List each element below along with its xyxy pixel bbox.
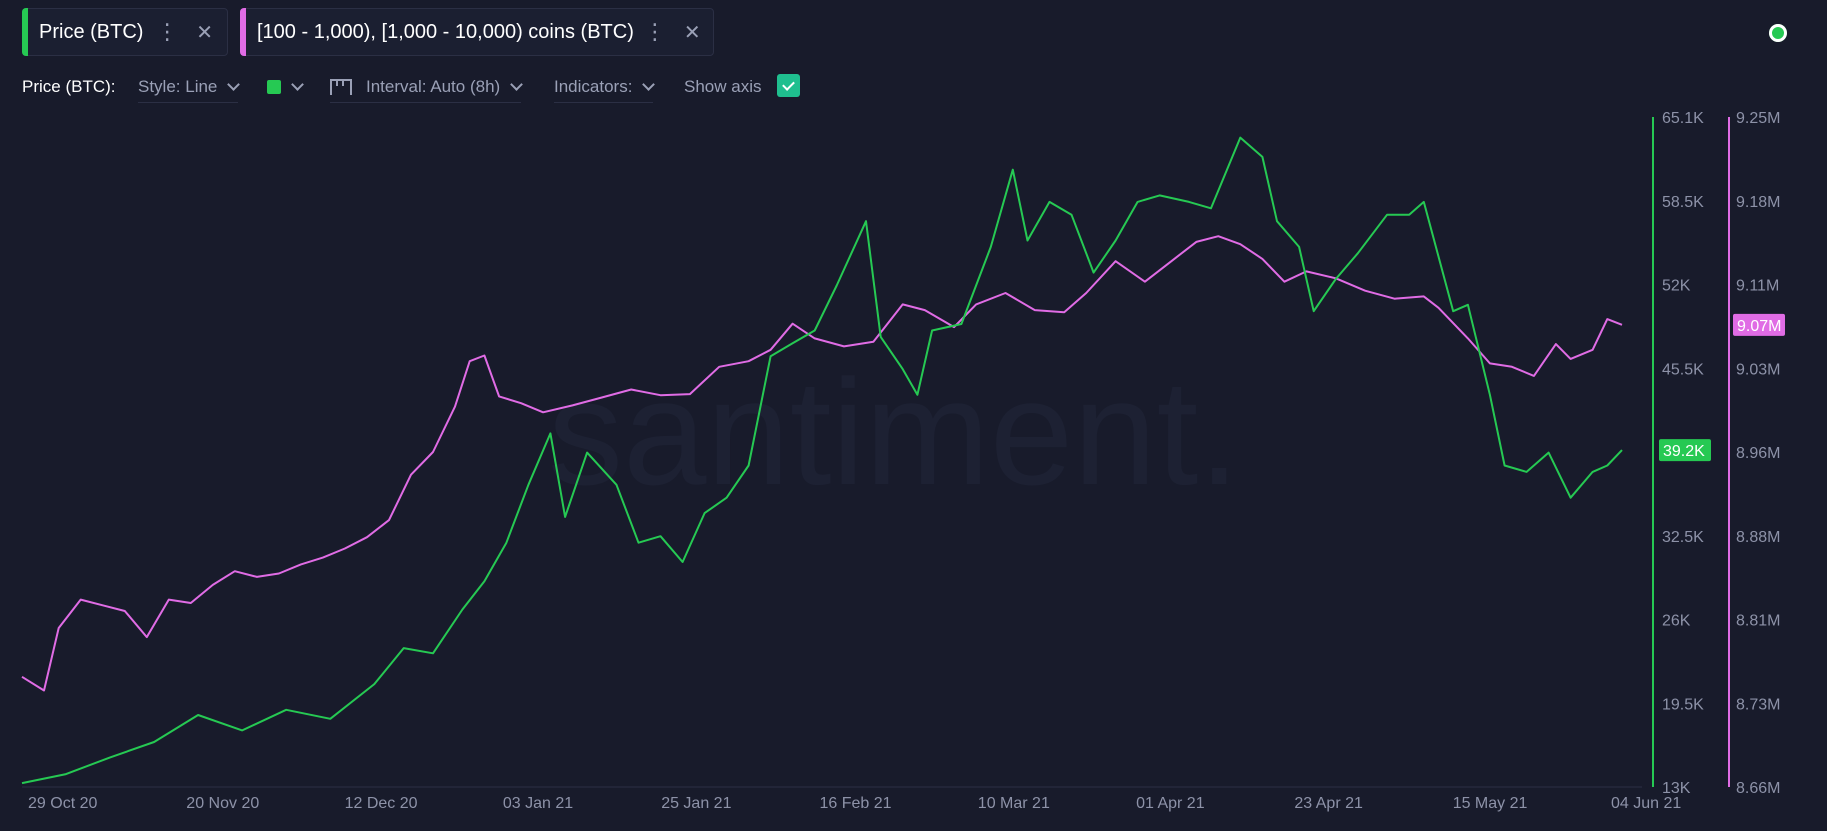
x-tick-label: 29 Oct 20 bbox=[28, 795, 97, 812]
x-tick-label: 16 Feb 21 bbox=[820, 795, 892, 812]
x-tick-label: 12 Dec 20 bbox=[345, 795, 418, 812]
y-tick-label: 13K bbox=[1662, 780, 1691, 797]
show-axis-checkbox[interactable] bbox=[777, 74, 800, 97]
last-value-badge bbox=[1659, 439, 1711, 462]
vertical-dots-icon[interactable]: ⋮ bbox=[156, 19, 179, 44]
y-tick-label: 32.5K bbox=[1662, 529, 1704, 546]
tab-coins-holders[interactable]: [100 - 1,000), [1,000 - 10,000) coins (B… bbox=[240, 8, 714, 56]
y-axes: 65.1K 58.5K 52K 45.5K 32.5K 26K 19.5K 13K 39.2K 9… bbox=[1652, 110, 1785, 797]
y-tick-label: 8.88M bbox=[1736, 529, 1780, 546]
tab-price-btc[interactable]: Price (BTC) ⋮ ✕ bbox=[22, 8, 228, 56]
last-value-badge bbox=[1733, 313, 1785, 336]
indicators-label: Indicators: bbox=[554, 77, 633, 96]
x-tick-label: 10 Mar 21 bbox=[978, 795, 1050, 812]
y-tick-label: 9.11M bbox=[1736, 278, 1779, 295]
series-lines bbox=[21, 136, 1623, 785]
x-tick-label: 20 Nov 20 bbox=[186, 795, 259, 812]
status-dot-icon bbox=[1769, 24, 1787, 42]
y-tick-label: 8.81M bbox=[1736, 613, 1780, 630]
y-tick-label: 58.5K bbox=[1662, 194, 1704, 211]
calendar-icon bbox=[330, 79, 352, 95]
y-tick-label: 9.18M bbox=[1736, 194, 1780, 211]
y-tick-label: 19.5K bbox=[1662, 696, 1704, 713]
metric-label: Price (BTC): bbox=[22, 77, 116, 96]
show-axis-toggle[interactable]: Show axis bbox=[684, 72, 761, 102]
x-tick-label: 25 Jan 21 bbox=[661, 795, 731, 812]
last-value-label: 9.07M bbox=[1737, 318, 1781, 335]
y-tick-label: 9.03M bbox=[1736, 361, 1780, 378]
interval-dropdown[interactable]: Interval: Auto (8h) bbox=[330, 72, 524, 103]
interval-label: Interval: Auto (8h) bbox=[366, 77, 501, 96]
y-tick-label: 45.5K bbox=[1662, 361, 1704, 378]
x-tick-label: 23 Apr 21 bbox=[1294, 795, 1363, 812]
x-tick-label: 01 Apr 21 bbox=[1136, 795, 1205, 812]
y-tick-label: 65.1K bbox=[1662, 110, 1704, 127]
series-line-price bbox=[21, 136, 1623, 785]
y-tick-label: 26K bbox=[1662, 613, 1691, 630]
y-tick-label: 52K bbox=[1662, 278, 1691, 295]
show-axis-label: Show axis bbox=[684, 77, 762, 96]
y-tick-label: 8.96M bbox=[1736, 445, 1780, 462]
metric-settings-label: Price (BTC): bbox=[22, 72, 116, 102]
x-tick-label: 04 Jun 21 bbox=[1611, 795, 1681, 812]
close-icon[interactable]: ✕ bbox=[683, 21, 701, 44]
tab-label: [100 - 1,000), [1,000 - 10,000) coins (B… bbox=[257, 20, 634, 43]
tab-label: Price (BTC) bbox=[39, 20, 144, 43]
series-color-marker bbox=[22, 8, 28, 56]
style-dropdown[interactable]: Style: Line bbox=[138, 72, 241, 103]
watermark: santiment. bbox=[548, 348, 1240, 516]
indicators-dropdown[interactable]: Indicators: bbox=[554, 72, 656, 103]
last-value-label: 39.2K bbox=[1663, 443, 1705, 460]
x-axis: 29 Oct 20 20 Nov 20 12 Dec 20 03 Jan 21 25 J… bbox=[28, 795, 1681, 812]
close-icon[interactable]: ✕ bbox=[196, 21, 213, 44]
x-tick-label: 03 Jan 21 bbox=[503, 795, 573, 812]
x-tick-label: 15 May 21 bbox=[1453, 795, 1528, 812]
color-picker[interactable] bbox=[267, 72, 304, 102]
series-line-coins bbox=[21, 235, 1623, 692]
vertical-dots-icon[interactable]: ⋮ bbox=[643, 19, 666, 44]
series-color-marker bbox=[240, 8, 246, 56]
y-tick-label: 8.66M bbox=[1736, 780, 1780, 797]
y-tick-label: 9.25M bbox=[1736, 110, 1780, 127]
y-tick-label: 8.73M bbox=[1736, 696, 1780, 713]
style-label: Style: Line bbox=[138, 77, 218, 96]
color-swatch bbox=[267, 80, 281, 94]
